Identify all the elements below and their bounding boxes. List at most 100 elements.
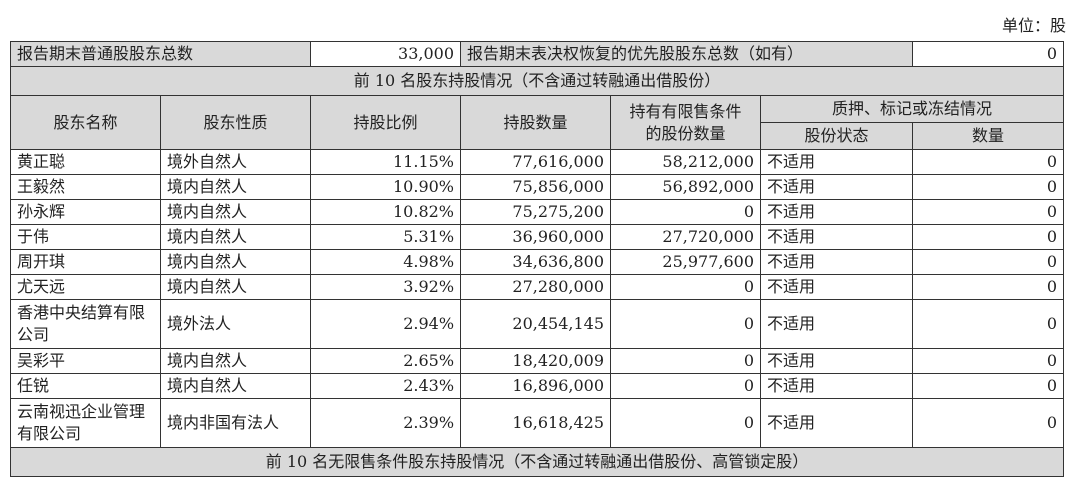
shareholder-nature: 境内自然人 — [159, 174, 312, 200]
header-subrow: 股份状态 数量 — [11, 122, 1065, 150]
restricted-quantity: 0 — [610, 398, 762, 448]
holding-ratio: 10.90% — [310, 174, 462, 200]
holding-quantity: 75,275,200 — [460, 199, 612, 225]
unit-label: 单位：股 — [1001, 16, 1066, 35]
table-row: 云南视迅企业管理有限公司 境内非国有法人 2.39% 16,618,425 0 不适用 0 — [10, 398, 1065, 448]
shareholder-nature: 境外自然人 — [159, 149, 312, 175]
common-holders-value: 33,000 — [310, 41, 462, 67]
header-pledge-status: 股份状态 — [760, 122, 914, 150]
pledge-status: 不适用 — [760, 174, 914, 200]
holding-ratio: 5.31% — [310, 224, 462, 250]
pledge-quantity: 0 — [912, 373, 1065, 399]
shareholder-nature: 境内自然人 — [159, 274, 312, 300]
shareholder-name: 周开琪 — [10, 249, 161, 275]
pledge-quantity: 0 — [912, 249, 1065, 275]
header-ratio: 持股比例 — [310, 95, 462, 150]
holding-quantity: 20,454,145 — [460, 299, 612, 349]
pledge-quantity: 0 — [912, 398, 1065, 448]
restricted-quantity: 58,212,000 — [610, 149, 762, 175]
shareholder-nature: 境内自然人 — [159, 199, 312, 225]
restricted-quantity: 0 — [610, 373, 762, 399]
header-restricted: 持有有限售条件的股份数量 — [610, 95, 762, 150]
shareholder-name: 孙永辉 — [10, 199, 161, 225]
shareholder-name: 吴彩平 — [10, 348, 161, 374]
shareholder-nature: 境外法人 — [159, 299, 312, 349]
restricted-quantity: 25,977,600 — [610, 249, 762, 275]
holding-ratio: 11.15% — [310, 149, 462, 175]
table-row: 周开琪 境内自然人 4.98% 34,636,800 25,977,600 不适用 0 — [10, 249, 1065, 275]
restricted-quantity: 0 — [610, 199, 762, 225]
table-row: 任锐 境内自然人 2.43% 16,896,000 0 不适用 0 — [10, 373, 1065, 399]
holding-quantity: 36,960,000 — [460, 224, 612, 250]
restricted-quantity: 27,720,000 — [610, 224, 762, 250]
shareholder-name: 香港中央结算有限公司 — [10, 299, 161, 349]
pledge-quantity: 0 — [912, 174, 1065, 200]
footer-section-row: 前 10 名无限售条件股东持股情况（不含通过转融通出借股份、高管锁定股） — [9, 447, 1065, 477]
table-row: 尤天远 境内自然人 3.92% 27,280,000 0 不适用 0 — [10, 274, 1065, 300]
header-quantity: 持股数量 — [460, 95, 612, 150]
holding-quantity: 75,856,000 — [460, 174, 612, 200]
preferred-holders-label: 报告期末表决权恢复的优先股股东总数（如有） — [460, 41, 914, 67]
table-row: 王毅然 境内自然人 10.90% 75,856,000 56,892,000 不适用 0 — [10, 174, 1065, 200]
pledge-quantity: 0 — [912, 224, 1065, 250]
restricted-quantity: 0 — [610, 299, 762, 349]
common-holders-label: 报告期末普通股股东总数 — [9, 41, 312, 67]
holding-ratio: 2.65% — [310, 348, 462, 374]
pledge-status: 不适用 — [760, 373, 914, 399]
shareholder-name: 黄正聪 — [10, 149, 161, 175]
shareholder-name: 任锐 — [10, 373, 161, 399]
pledge-status: 不适用 — [760, 249, 914, 275]
holding-ratio: 2.43% — [310, 373, 462, 399]
shareholder-nature: 境内非国有法人 — [159, 398, 312, 448]
holding-quantity: 27,280,000 — [460, 274, 612, 300]
holding-quantity: 16,896,000 — [460, 373, 612, 399]
restricted-quantity: 56,892,000 — [610, 174, 762, 200]
summary-row: 报告期末普通股股东总数 33,000 报告期末表决权恢复的优先股股东总数（如有）… — [9, 41, 1065, 67]
header-name: 股东名称 — [10, 95, 161, 150]
holding-ratio: 4.98% — [310, 249, 462, 275]
pledge-quantity: 0 — [912, 274, 1065, 300]
pledge-quantity: 0 — [912, 149, 1065, 175]
shareholder-name: 于伟 — [10, 224, 161, 250]
shareholder-nature: 境内自然人 — [159, 348, 312, 374]
shareholder-nature: 境内自然人 — [159, 249, 312, 275]
shareholder-name: 云南视迅企业管理有限公司 — [10, 398, 161, 448]
pledge-status: 不适用 — [760, 348, 914, 374]
section-title-row: 前 10 名股东持股情况（不含通过转融通出借股份） — [9, 66, 1065, 96]
table-row: 于伟 境内自然人 5.31% 36,960,000 27,720,000 不适用 0 — [10, 224, 1065, 250]
table-row: 吴彩平 境内自然人 2.65% 18,420,009 0 不适用 0 — [10, 348, 1065, 374]
holding-quantity: 34,636,800 — [460, 249, 612, 275]
header-pledge-quantity: 数量 — [912, 122, 1065, 150]
pledge-quantity: 0 — [912, 199, 1065, 225]
holding-ratio: 2.94% — [310, 299, 462, 349]
header-pledge-group: 质押、标记或冻结情况 — [760, 95, 1065, 123]
table-row: 孙永辉 境内自然人 10.82% 75,275,200 0 不适用 0 — [10, 199, 1065, 225]
pledge-status: 不适用 — [760, 274, 914, 300]
pledge-status: 不适用 — [760, 224, 914, 250]
pledge-status: 不适用 — [760, 199, 914, 225]
pledge-status: 不适用 — [760, 149, 914, 175]
table-row: 黄正聪 境外自然人 11.15% 77,616,000 58,212,000 不适用 0 — [10, 149, 1065, 175]
pledge-quantity: 0 — [912, 299, 1065, 349]
shareholder-nature: 境内自然人 — [159, 373, 312, 399]
pledge-status: 不适用 — [760, 398, 914, 448]
holding-quantity: 16,618,425 — [460, 398, 612, 448]
restricted-quantity: 0 — [610, 348, 762, 374]
shareholder-name: 王毅然 — [10, 174, 161, 200]
section-title: 前 10 名股东持股情况（不含通过转融通出借股份） — [9, 66, 1065, 96]
preferred-holders-value: 0 — [912, 41, 1065, 67]
shareholder-name: 尤天远 — [10, 274, 161, 300]
table-row: 香港中央结算有限公司 境外法人 2.94% 20,454,145 0 不适用 0 — [10, 299, 1065, 349]
pledge-quantity: 0 — [912, 348, 1065, 374]
footer-section-title: 前 10 名无限售条件股东持股情况（不含通过转融通出借股份、高管锁定股） — [9, 447, 1065, 477]
holding-ratio: 2.39% — [310, 398, 462, 448]
holding-ratio: 10.82% — [310, 199, 462, 225]
holding-quantity: 77,616,000 — [460, 149, 612, 175]
restricted-quantity: 0 — [610, 274, 762, 300]
shareholder-table: 报告期末普通股股东总数 33,000 报告期末表决权恢复的优先股股东总数（如有）… — [9, 41, 1065, 477]
header-row: 股东名称 股东性质 持股比例 持股数量 持有有限售条件的股份数量 质押、标记或冻… — [10, 95, 1065, 150]
holding-ratio: 3.92% — [310, 274, 462, 300]
header-nature: 股东性质 — [159, 95, 312, 150]
holding-quantity: 18,420,009 — [460, 348, 612, 374]
pledge-status: 不适用 — [760, 299, 914, 349]
